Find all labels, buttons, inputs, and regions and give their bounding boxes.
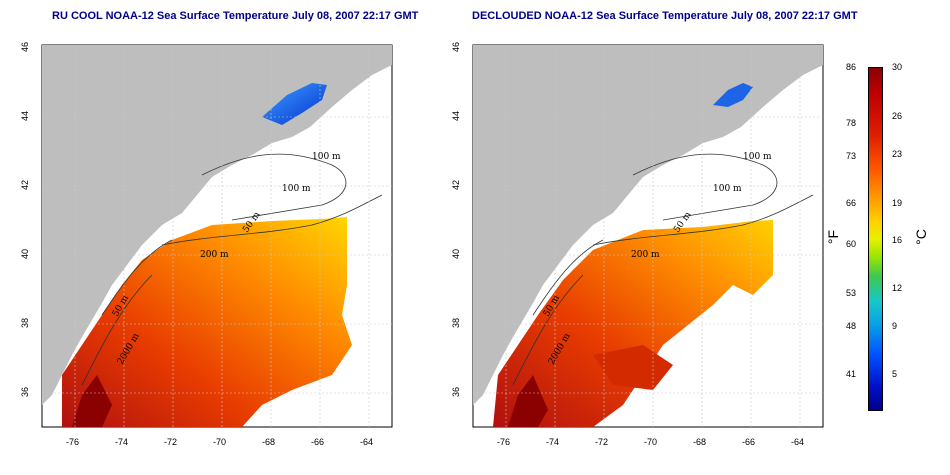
x-tick-74: -74 — [546, 437, 560, 447]
right-map-title: DECLOUDED NOAA-12 Sea Surface Temperatur… — [472, 10, 858, 22]
x-tick-64: -64 — [791, 437, 805, 447]
cb-c-9: 9 — [892, 321, 898, 331]
cb-f-66: 66 — [846, 198, 857, 208]
y-tick-42: 42 — [451, 179, 462, 191]
x-tick-68: -68 — [693, 437, 707, 447]
isobath-100 — [201, 153, 347, 221]
declouded-sst-map: 100 m 100 m 50 m 200 m 50 m 2000 m 46 44… — [451, 42, 824, 447]
contour-label-100-a: 100 m — [743, 152, 772, 162]
y-tick-40: 40 — [20, 248, 31, 260]
cb-c-30: 30 — [892, 62, 903, 72]
cb-c-5: 5 — [892, 369, 898, 379]
raw-sst-map: 100 m 100 m 50 m 200 m 50 m 2000 m 46 44… — [20, 42, 393, 447]
y-tick-38: 38 — [451, 317, 462, 329]
cb-f-53: 53 — [846, 288, 857, 298]
contour-label-100-b: 100 m — [713, 184, 742, 194]
contour-label-200: 200 m — [631, 250, 660, 260]
y-tick-44: 44 — [20, 110, 31, 122]
x-tick-72: -72 — [164, 437, 178, 447]
cb-c-12: 12 — [892, 283, 903, 293]
land-mass — [473, 45, 823, 405]
x-tick-70: -70 — [644, 437, 658, 447]
warm-water — [62, 217, 352, 427]
y-tick-46: 46 — [451, 41, 462, 53]
isobath-100 — [632, 153, 778, 221]
x-tick-66: -66 — [311, 437, 325, 447]
x-tick-66: -66 — [742, 437, 756, 447]
y-tick-36: 36 — [20, 386, 31, 398]
x-tick-64: -64 — [360, 437, 374, 447]
cool-water — [262, 83, 327, 125]
isobath-200 — [161, 194, 383, 246]
contour-label-100-a: 100 m — [312, 152, 341, 162]
x-tick-74: -74 — [115, 437, 129, 447]
y-tick-36: 36 — [451, 386, 462, 398]
cool-water — [713, 83, 753, 107]
fahrenheit-unit-label: °F — [825, 229, 842, 245]
cb-c-16: 16 — [892, 235, 903, 245]
isobath-2000 — [512, 274, 584, 386]
raw-sst-map-canvas: 100 m 100 m 50 m 200 m 50 m 2000 m — [41, 44, 393, 428]
contour-label-100-b: 100 m — [282, 184, 311, 194]
y-tick-46: 46 — [20, 41, 31, 53]
left-map-title: RU COOL NOAA-12 Sea Surface Temperature … — [52, 10, 419, 22]
cb-c-26: 26 — [892, 111, 903, 121]
isobath-50 — [101, 239, 173, 316]
warm-water — [493, 220, 773, 427]
y-tick-40: 40 — [451, 248, 462, 260]
y-tick-44: 44 — [451, 110, 462, 122]
cb-f-78: 78 — [846, 118, 857, 128]
land-mass — [42, 45, 392, 405]
cb-f-41: 41 — [846, 369, 857, 379]
y-tick-38: 38 — [20, 317, 31, 329]
contour-label-200: 200 m — [200, 250, 229, 260]
x-tick-68: -68 — [262, 437, 276, 447]
cb-c-23: 23 — [892, 149, 903, 159]
x-tick-76: -76 — [66, 437, 80, 447]
x-tick-70: -70 — [213, 437, 227, 447]
coastal-hot — [508, 375, 548, 427]
cb-f-60: 60 — [846, 239, 857, 249]
cb-c-19: 19 — [892, 198, 903, 208]
isobath-50 — [532, 239, 604, 316]
celsius-unit-label: °C — [912, 229, 929, 245]
isobath-200 — [592, 194, 814, 246]
cb-f-73: 73 — [846, 151, 857, 161]
cb-f-48: 48 — [846, 321, 857, 331]
coastal-hot — [72, 375, 112, 427]
isobath-2000 — [81, 274, 153, 386]
x-tick-76: -76 — [497, 437, 511, 447]
temperature-colorbar — [868, 67, 883, 411]
declouded-sst-map-canvas: 100 m 100 m 50 m 200 m 50 m 2000 m — [472, 44, 824, 428]
cb-f-86: 86 — [846, 62, 857, 72]
x-tick-72: -72 — [595, 437, 609, 447]
y-tick-42: 42 — [20, 179, 31, 191]
